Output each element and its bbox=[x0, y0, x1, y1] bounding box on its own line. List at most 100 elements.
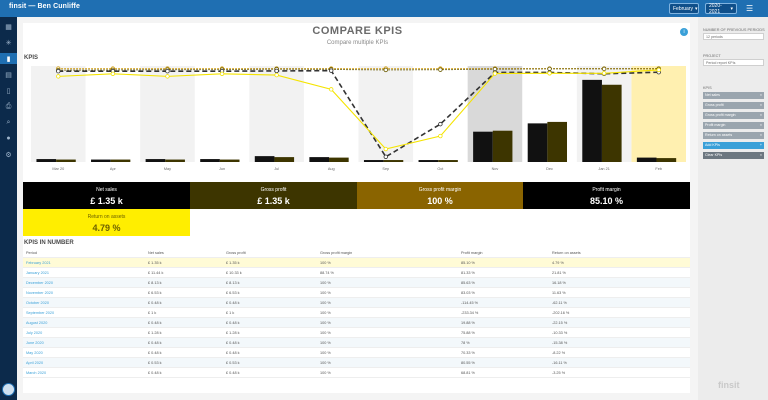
plus-icon[interactable]: + bbox=[759, 143, 762, 147]
kpi-gross-profit[interactable]: Gross profit £ 1.35 k bbox=[190, 182, 357, 209]
close-icon[interactable]: × bbox=[759, 123, 762, 127]
data-point bbox=[165, 74, 170, 79]
table-cell: 100 % bbox=[320, 310, 331, 315]
month-select[interactable]: February ▾ bbox=[669, 3, 699, 14]
bar bbox=[165, 159, 185, 162]
close-icon[interactable]: × bbox=[759, 93, 762, 97]
period-cell[interactable]: July 2020 bbox=[26, 330, 43, 335]
kpi-chart: Mar 20 Apr May Jun Jul Aug Sep Oct Nov Dec Jan 21 F… bbox=[31, 66, 686, 171]
chart-section-label: KPIS bbox=[24, 55, 39, 61]
close-icon[interactable]: × bbox=[759, 153, 762, 157]
bar bbox=[145, 159, 166, 162]
period-cell[interactable]: May 2020 bbox=[26, 350, 43, 355]
kpi-net-sales[interactable]: Net sales £ 1.35 k bbox=[23, 182, 190, 209]
kpi-chip[interactable]: Net sales × bbox=[703, 92, 764, 99]
kpi-chip[interactable]: Gross profit × bbox=[703, 102, 764, 109]
activity-icon[interactable]: ✳ bbox=[5, 39, 12, 47]
table-cell: 75.88 % bbox=[461, 330, 475, 335]
kpi-chip-label: Return on assets bbox=[705, 133, 733, 137]
grid-icon[interactable]: ▦ bbox=[5, 23, 12, 31]
document-icon[interactable]: ▯ bbox=[6, 87, 11, 95]
table-cell: -202.16 % bbox=[552, 310, 570, 315]
kpi-gross-profit-margin[interactable]: Gross profit margin 100 % bbox=[357, 182, 523, 209]
project-select[interactable]: Period report KPIs bbox=[703, 59, 764, 66]
bar bbox=[274, 157, 295, 162]
period-cell[interactable]: September 2020 bbox=[26, 310, 55, 315]
bar bbox=[110, 159, 131, 162]
table-cell: -10.33 % bbox=[552, 330, 568, 335]
periods-select[interactable]: 12 periods bbox=[703, 33, 764, 40]
kpi-return-on-assets[interactable]: Return on assets 4.79 % bbox=[23, 209, 190, 236]
table-cell: 21.81 % bbox=[552, 270, 566, 275]
data-point bbox=[547, 71, 552, 76]
bar bbox=[582, 79, 602, 162]
period-cell[interactable]: January 2021 bbox=[26, 270, 50, 275]
period-cell[interactable]: February 2021 bbox=[26, 260, 51, 265]
table-cell: £ 0.48 k bbox=[226, 300, 240, 305]
chevron-down-icon: ▾ bbox=[730, 5, 733, 12]
table-cell: £ 0.48 k bbox=[226, 320, 240, 325]
kpi-chip-label: Gross profit margin bbox=[705, 113, 736, 117]
period-cell[interactable]: April 2020 bbox=[26, 360, 44, 365]
close-icon[interactable]: × bbox=[759, 103, 762, 107]
bar-chart-icon[interactable]: ▮ bbox=[0, 53, 17, 64]
table-cell: -62.11 % bbox=[552, 300, 567, 305]
clear-kpis-button[interactable]: Clear KPIs × bbox=[703, 152, 764, 159]
table-cell: £ 0.48 k bbox=[226, 350, 240, 355]
table-cell: 68.81 % bbox=[461, 370, 475, 375]
kpi-chip-label: Profit margin bbox=[705, 123, 726, 127]
bar bbox=[636, 157, 657, 162]
print-icon[interactable]: ⎙ bbox=[5, 102, 12, 110]
table-row: January 2021 £ 11.44 k £ 10.33 k 88.74 % 81.… bbox=[23, 268, 690, 278]
table-cell: £ 10.33 k bbox=[226, 270, 242, 275]
table-cell: £ 0.48 k bbox=[148, 350, 162, 355]
table-row: June 2020 £ 0.48 k £ 0.48 k 100 % 78 % -15.38… bbox=[23, 338, 690, 348]
table-cell: £ 1.28 k bbox=[226, 330, 240, 335]
user-icon[interactable]: ● bbox=[6, 135, 11, 142]
data-point bbox=[56, 68, 61, 74]
info-icon[interactable]: i bbox=[680, 28, 688, 36]
year-select[interactable]: 2020-2021 ▾ bbox=[705, 3, 737, 15]
table-cell: 100 % bbox=[320, 340, 331, 345]
kpi-value: 4.79 % bbox=[92, 223, 121, 233]
kpi-chip-label: Add KPIs bbox=[705, 143, 720, 147]
x-tick-label: Dec bbox=[546, 167, 553, 171]
data-point bbox=[219, 71, 225, 76]
search-icon[interactable]: ⌕ bbox=[6, 118, 11, 126]
avatar[interactable] bbox=[2, 383, 15, 396]
close-icon[interactable]: × bbox=[759, 113, 762, 117]
finsit-logo: finsit bbox=[718, 380, 740, 390]
gear-icon[interactable]: ⚙ bbox=[5, 151, 12, 159]
table-row: May 2020 £ 0.48 k £ 0.48 k 100 % 70.33 % -8.2… bbox=[23, 348, 690, 358]
period-cell[interactable]: March 2020 bbox=[26, 370, 47, 375]
data-point bbox=[56, 74, 61, 79]
kpi-chip[interactable]: Profit margin × bbox=[703, 122, 764, 129]
table-cell: -233.34 % bbox=[461, 310, 479, 315]
period-cell[interactable]: December 2020 bbox=[26, 280, 54, 285]
kpi-chip[interactable]: Gross profit margin × bbox=[703, 112, 764, 119]
table-cell: £ 0.53 k bbox=[226, 360, 240, 365]
kpi-value: £ 1.35 k bbox=[90, 196, 123, 206]
table-cell: 19.88 % bbox=[461, 320, 475, 325]
table-cell: 100 % bbox=[320, 330, 331, 335]
period-cell[interactable]: November 2020 bbox=[26, 290, 54, 295]
bar bbox=[329, 157, 349, 162]
add-kpis-button[interactable]: Add KPIs + bbox=[703, 142, 764, 149]
kpi-chip[interactable]: Return on assets × bbox=[703, 132, 764, 139]
chart-icon[interactable]: ▤ bbox=[5, 71, 12, 79]
settings-sliders-icon[interactable]: ☰ bbox=[746, 4, 754, 13]
close-icon[interactable]: × bbox=[759, 133, 762, 137]
x-tick-label: Oct bbox=[437, 167, 444, 171]
table-cell: Gross profit margin bbox=[320, 250, 353, 255]
table-cell: 11.63 % bbox=[552, 290, 566, 295]
top-bar: finsit — Ben Cunliffe February ▾ 2020-20… bbox=[0, 0, 768, 17]
table-cell: -22.15 % bbox=[552, 320, 568, 325]
data-point bbox=[383, 154, 388, 160]
kpi-profit-margin[interactable]: Profit margin 85.10 % bbox=[523, 182, 690, 209]
period-cell[interactable]: August 2020 bbox=[26, 320, 48, 325]
kpi-value: £ 1.35 k bbox=[257, 196, 290, 206]
table-cell: Return on assets bbox=[552, 250, 581, 255]
table-cell: £ 8.13 k bbox=[226, 280, 240, 285]
period-cell[interactable]: June 2020 bbox=[26, 340, 44, 345]
period-cell[interactable]: October 2020 bbox=[26, 300, 50, 305]
